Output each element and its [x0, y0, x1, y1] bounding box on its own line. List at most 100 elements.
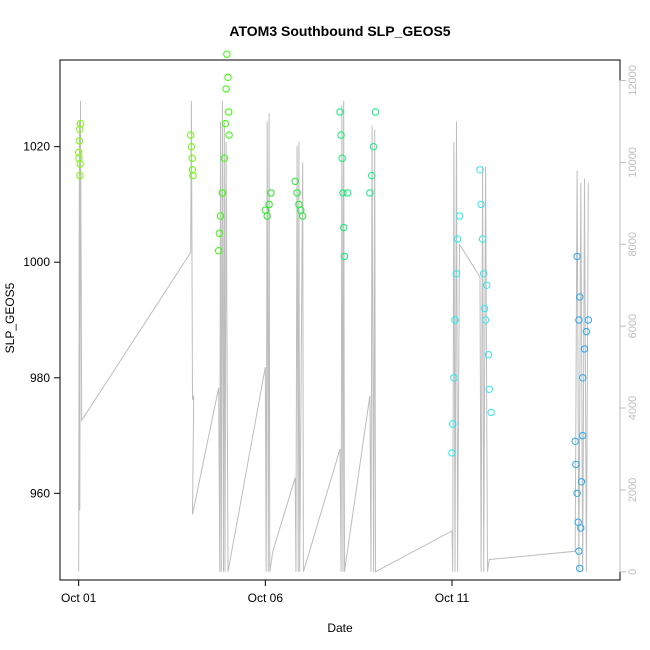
data-point — [487, 408, 495, 417]
y-axis-right: 0 2000 4000 6000 8000 10000 12000 — [619, 65, 639, 575]
data-point — [485, 385, 493, 393]
data-point — [451, 316, 459, 324]
data-point — [579, 374, 587, 382]
data-point — [480, 304, 489, 313]
data-point — [450, 374, 458, 382]
data-point — [340, 223, 348, 232]
y2-tick-label: 12000 — [627, 65, 639, 96]
y2-tick-label: 4000 — [627, 396, 639, 420]
data-point — [215, 229, 224, 238]
data-point — [221, 119, 230, 128]
data-point — [220, 154, 229, 162]
y2-tick-label: 10000 — [627, 147, 639, 178]
series-0 — [75, 119, 85, 180]
series-3 — [261, 189, 275, 220]
data-point — [453, 235, 462, 243]
data-point — [263, 212, 271, 220]
data-point — [215, 247, 223, 255]
data-point — [223, 50, 231, 58]
data-point — [187, 131, 195, 139]
data-point — [267, 189, 275, 197]
series-1 — [187, 131, 197, 180]
y-tick-label: 1000 — [23, 255, 50, 269]
data-point — [484, 351, 493, 359]
data-point — [293, 189, 301, 197]
series-4 — [291, 177, 307, 220]
data-point — [579, 431, 587, 440]
y2-tick-label: 6000 — [627, 314, 639, 338]
data-point — [340, 252, 349, 261]
series-6 — [366, 108, 380, 197]
data-point — [291, 177, 299, 186]
chart-title: ATOM3 Southbound SLP_GEOS5 — [229, 23, 450, 39]
data-point — [480, 270, 488, 278]
data-point — [448, 449, 456, 457]
data-point — [75, 137, 84, 145]
y2-tick-label: 0 — [627, 569, 639, 575]
series-7 — [448, 212, 464, 457]
series-8 — [476, 166, 495, 417]
data-point — [481, 316, 490, 324]
data-point — [75, 154, 83, 162]
data-point — [573, 489, 581, 497]
series-9 — [571, 252, 592, 573]
data-point — [299, 212, 307, 220]
x-tick-label: Oct 01 — [61, 591, 97, 605]
data-point — [575, 547, 583, 555]
series-2 — [215, 50, 233, 255]
data-point — [265, 200, 273, 209]
data-point — [477, 200, 485, 209]
data-point — [222, 85, 230, 93]
data-point — [337, 131, 345, 139]
data-point — [575, 316, 583, 324]
data-point — [225, 108, 233, 116]
altitude-line — [78, 100, 589, 573]
data-point — [338, 154, 346, 162]
data-point — [75, 148, 83, 157]
data-point — [483, 281, 491, 289]
data-point — [573, 252, 581, 261]
data-point — [571, 437, 579, 445]
data-point — [580, 345, 589, 353]
data-point — [582, 327, 591, 336]
data-point — [449, 420, 457, 428]
data-point — [76, 125, 84, 134]
data-point — [576, 293, 584, 301]
x-tick-label: Oct 06 — [248, 591, 284, 605]
y-tick-label: 1020 — [23, 140, 50, 154]
x-tick-label: Oct 11 — [435, 591, 470, 605]
data-point-layer — [75, 50, 592, 573]
x-axis-label: Date — [327, 621, 353, 635]
series-5 — [336, 108, 352, 261]
y-axis-label: SLP_GEOS5 — [3, 282, 17, 353]
data-point — [478, 235, 487, 243]
altitude-line-layer — [78, 100, 589, 573]
data-point — [187, 143, 196, 151]
data-point — [371, 108, 380, 116]
data-point — [452, 270, 461, 278]
data-point — [76, 119, 85, 128]
data-point — [343, 189, 352, 197]
data-point — [336, 108, 344, 116]
data-point — [216, 212, 225, 220]
data-point — [225, 131, 233, 139]
data-point — [218, 189, 227, 197]
data-point — [577, 524, 585, 532]
data-point — [476, 166, 484, 174]
data-point — [189, 171, 197, 180]
data-point — [224, 73, 232, 82]
data-point — [366, 189, 374, 197]
data-point — [455, 212, 464, 220]
data-point — [584, 316, 592, 324]
data-point — [572, 460, 580, 469]
data-point — [188, 154, 196, 162]
data-point — [76, 171, 84, 180]
data-point — [577, 478, 586, 486]
x-axis: Oct 01 Oct 06 Oct 11 — [61, 579, 470, 605]
data-point — [188, 166, 197, 174]
y2-tick-label: 8000 — [627, 232, 639, 256]
data-point — [368, 171, 376, 180]
data-point — [369, 143, 378, 151]
y-tick-label: 960 — [30, 486, 50, 500]
